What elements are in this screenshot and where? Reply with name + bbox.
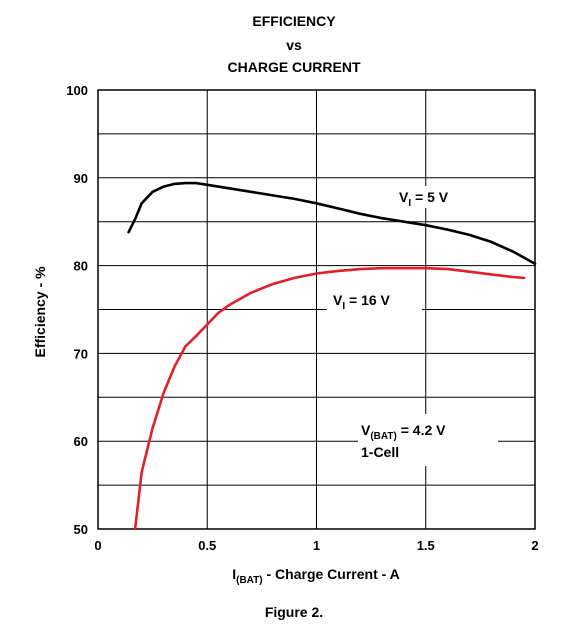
y-tick-label: 60 (74, 434, 88, 449)
grid-lines (98, 90, 535, 529)
x-tick-label: 0 (94, 538, 101, 553)
y-tick-label: 50 (74, 522, 88, 537)
plot-frame (97, 89, 536, 530)
annotation-vbat: V(BAT) = 4.2 V (361, 422, 446, 442)
figure-caption: Figure 2. (264, 604, 324, 620)
series-line-vi-16v (133, 266, 526, 531)
x-tick-label: 0.5 (198, 538, 216, 553)
label-bg-vbat (358, 414, 498, 466)
y-tick-label: 100 (66, 83, 88, 98)
x-tick-labels: 0 0.5 1 1.5 2 (94, 538, 538, 553)
y-tick-labels: 50 60 70 80 90 100 (66, 83, 88, 537)
y-tick-label: 90 (74, 171, 88, 186)
x-axis-label: I(BAT) - Charge Current - A (232, 566, 400, 586)
annotation-cell: 1-Cell (361, 444, 399, 460)
chart-title-line-3: CHARGE CURRENT (227, 59, 361, 75)
y-tick-label: 70 (74, 346, 88, 361)
x-tick-label: 2 (531, 538, 538, 553)
series-line-vi-5v (127, 181, 537, 266)
chart-title-line-1: EFFICIENCY (252, 13, 336, 29)
y-tick-label: 80 (74, 259, 88, 274)
y-axis-label: Efficiency - % (32, 266, 48, 358)
x-tick-label: 1 (313, 538, 320, 553)
x-tick-label: 1.5 (417, 538, 435, 553)
efficiency-chart: 50 60 70 80 90 100 0 0.5 1 1.5 2 VI = 5 V VI = 16… (32, 83, 539, 586)
series-label-vi-5v: VI = 5 V (399, 189, 449, 209)
chart-title-line-2: vs (286, 37, 302, 53)
label-bg-vi16 (327, 289, 422, 313)
label-bg-vi5 (395, 186, 473, 208)
series-label-vi-16v: VI = 16 V (333, 292, 391, 312)
